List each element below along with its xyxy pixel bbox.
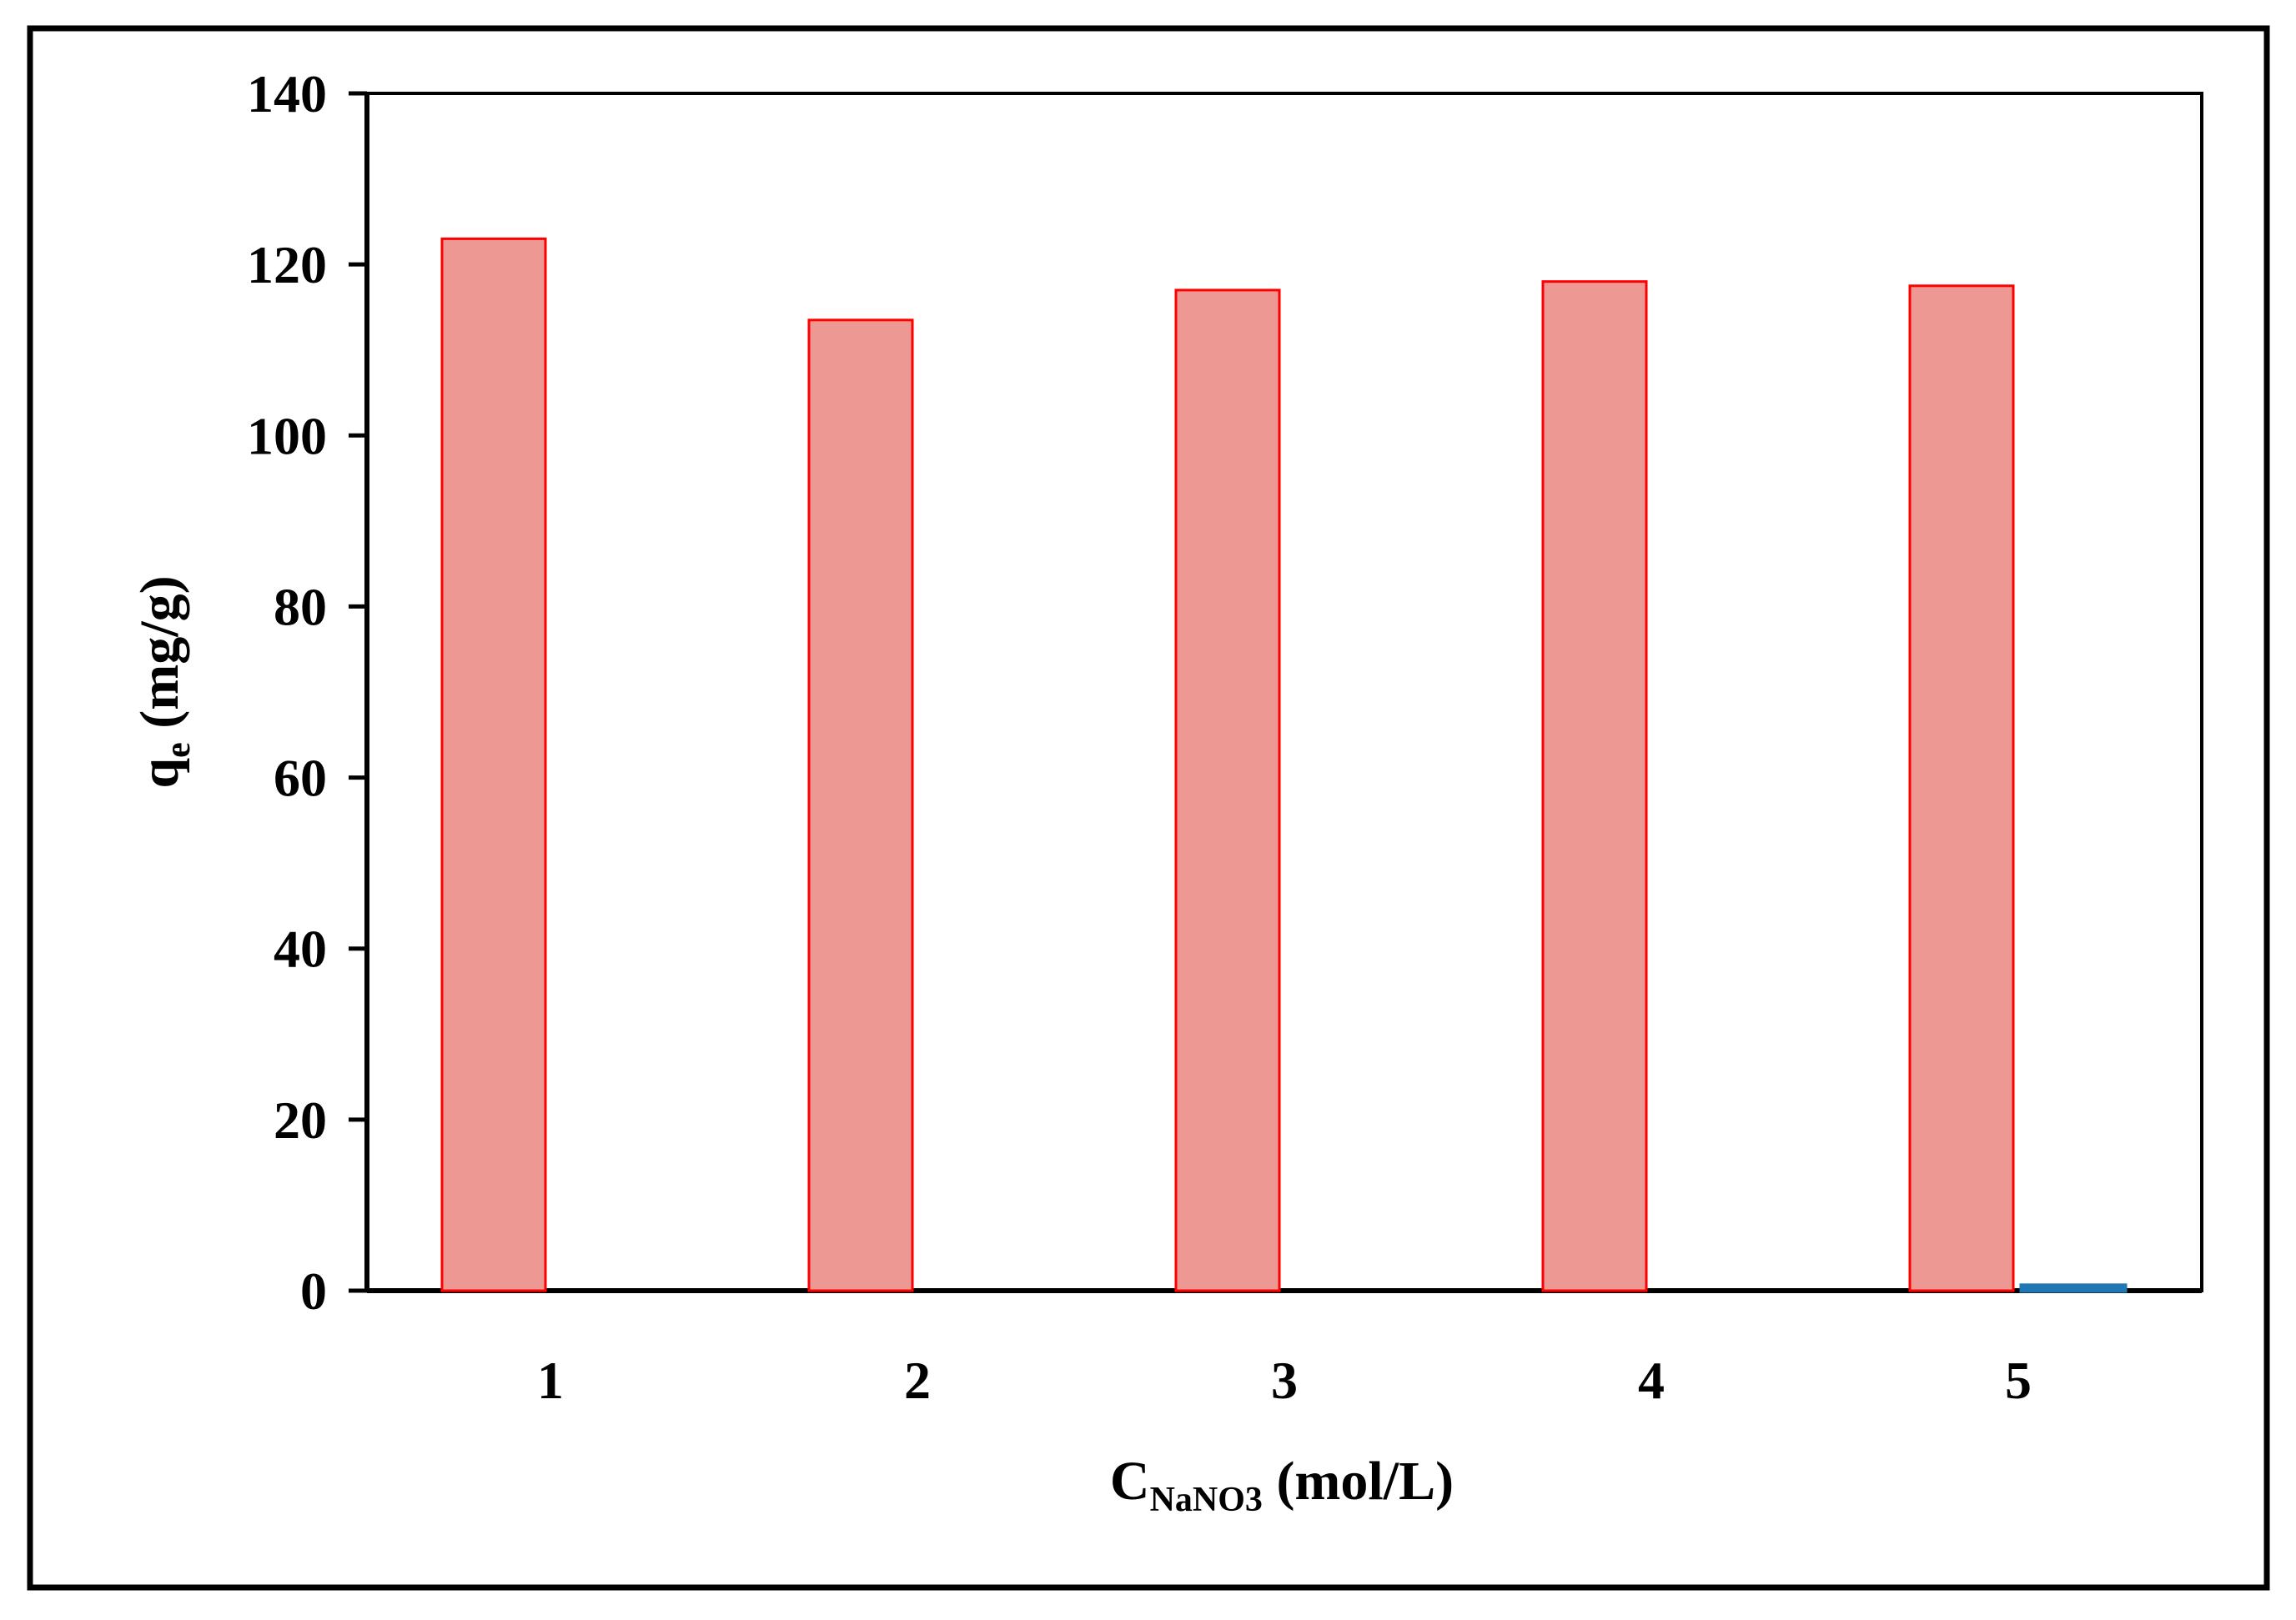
y-tick-label: 40 [274,920,327,979]
y-tick-label: 80 [274,577,327,636]
x-tick-label: 3 [1271,1351,1298,1410]
bar [1908,284,2015,1292]
bar [1541,280,1648,1292]
y-tick-label: 0 [300,1261,327,1321]
y-tick-label: 100 [247,406,327,465]
y-tick-label: 60 [274,749,327,808]
x-axis-title-main: C [1110,1451,1150,1512]
bar [440,237,547,1292]
plot-area: 0 20 40 60 80 100 120 140 1 2 3 4 5 [247,64,2203,1410]
x-tick-label: 5 [2005,1351,2032,1410]
y-axis-title-subscript: e [159,742,198,758]
y-axis-title: qe (mg/g) [129,575,198,788]
x-axis-title: CNaNO3 (mol/L) [1110,1451,1454,1519]
y-tick-label: 140 [247,64,327,123]
y-axis-title-unit: (mg/g) [129,575,190,742]
plot-frame [365,92,2203,1292]
x-tick-label: 2 [904,1351,931,1410]
y-axis-title-main: q [129,758,190,789]
bar [807,318,914,1292]
x-axis-title-subscript: NaNO3 [1150,1481,1263,1519]
bar [2019,1283,2128,1293]
y-tick-label: 120 [247,235,327,294]
x-tick-label: 1 [537,1351,564,1410]
x-axis-title-unit: (mol/L) [1263,1451,1454,1512]
y-tick-label: 20 [274,1091,327,1150]
bar [1174,288,1281,1292]
x-tick-label: 4 [1638,1351,1665,1410]
